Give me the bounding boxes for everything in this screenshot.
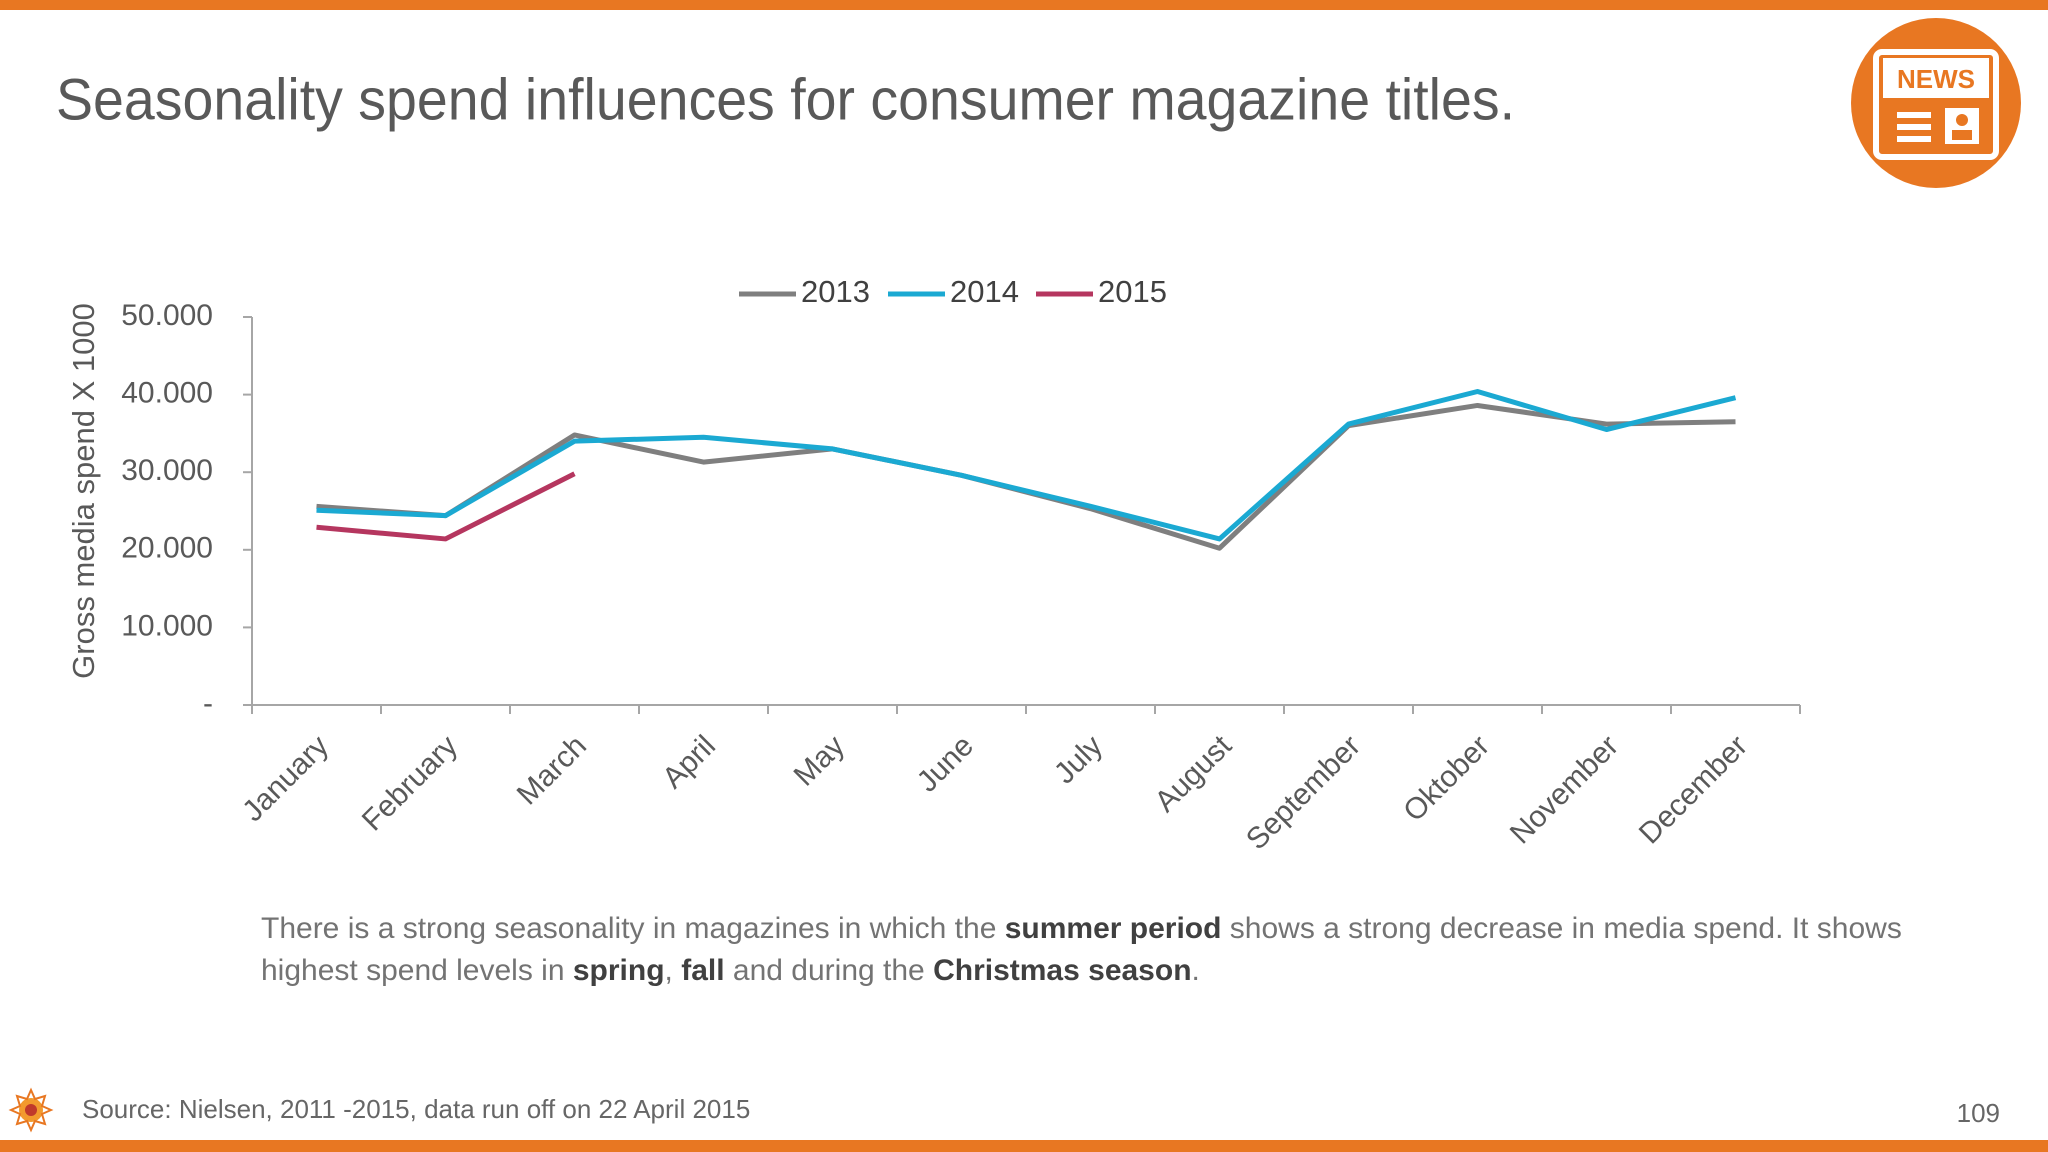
- body-span: and during the: [725, 954, 934, 987]
- x-tick-label: January: [236, 729, 335, 828]
- icon-line: [1897, 112, 1931, 118]
- body-span: ,: [665, 954, 682, 987]
- x-tick-label: September: [1240, 729, 1367, 856]
- body-span: .: [1192, 954, 1200, 987]
- x-tick-label: June: [911, 729, 980, 798]
- icon-line: [1897, 136, 1931, 142]
- logo-center: [25, 1104, 37, 1116]
- x-tick-label: April: [656, 729, 722, 795]
- y-tick-label: 50.000: [121, 299, 213, 332]
- x-tick-label: December: [1633, 729, 1754, 850]
- y-tick-label: 10.000: [121, 609, 213, 642]
- x-tick-label: March: [511, 729, 593, 811]
- logo-rays: [8, 1087, 54, 1133]
- bottom-bar: [0, 1140, 2048, 1152]
- page-number: 109: [1957, 1098, 2000, 1128]
- body-emphasis: summer period: [1005, 912, 1222, 945]
- body-emphasis: Christmas season: [933, 954, 1191, 987]
- top-bar: [0, 0, 2048, 10]
- legend-label: 2014: [950, 274, 1019, 309]
- x-tick-label: July: [1048, 729, 1109, 790]
- legend-label: 2015: [1098, 274, 1167, 309]
- x-tick-label: May: [788, 729, 851, 792]
- icon-header: [1883, 58, 1989, 98]
- source: Source: Nielsen, 2011 -2015, data run of…: [82, 1094, 750, 1124]
- icon-line: [1897, 124, 1931, 130]
- body-text: There is a strong seasonality in magazin…: [261, 912, 1902, 945]
- y-axis-label: Gross media spend X 1000: [66, 303, 101, 679]
- news-icon: NEWS: [1851, 18, 2021, 188]
- body-emphasis: fall: [681, 954, 724, 987]
- body-span: highest spend levels in: [261, 954, 573, 987]
- icon-photo-body: [1952, 130, 1972, 140]
- x-tick-label: Oktober: [1397, 729, 1496, 828]
- body-span: shows a strong decrease in media spend. …: [1221, 912, 1901, 945]
- y-tick-label: 20.000: [121, 532, 213, 565]
- x-tick-label: August: [1149, 729, 1239, 819]
- x-tick-label: February: [356, 729, 464, 837]
- x-tick-label: November: [1504, 729, 1625, 850]
- icon-label: NEWS: [1897, 64, 1975, 94]
- body-emphasis: spring: [573, 954, 665, 987]
- series-line: [316, 471, 576, 542]
- y-tick-label: 40.000: [121, 377, 213, 410]
- icon-photo-head: [1956, 114, 1968, 126]
- y-tick-label: -: [203, 687, 213, 720]
- series-line: [316, 388, 1737, 542]
- y-tick-label: 30.000: [121, 454, 213, 487]
- series-line: [316, 402, 1736, 551]
- body-text: highest spend levels in spring, fall and…: [261, 954, 1200, 987]
- slide-title: Seasonality spend influences for consume…: [56, 67, 1515, 132]
- body-span: There is a strong seasonality in magazin…: [261, 912, 1005, 945]
- logo: [8, 1087, 54, 1133]
- legend-label: 2013: [801, 274, 870, 309]
- icon-paper: [1873, 49, 1999, 160]
